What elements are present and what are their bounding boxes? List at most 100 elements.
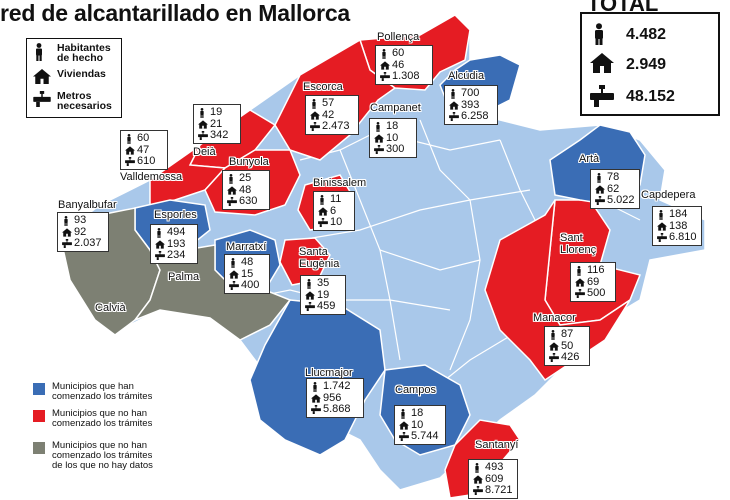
stat-metros: 234 <box>155 249 193 262</box>
house-icon <box>311 393 321 403</box>
stat-metros-value: 8.721 <box>485 484 513 496</box>
stat-card-binissalem: 11 6 10 <box>313 191 355 231</box>
stat-habitantes-value: 19 <box>210 106 223 118</box>
stat-habitantes: 700 <box>449 87 493 100</box>
house-icon <box>62 227 72 237</box>
place-arta: Artà <box>579 153 600 165</box>
total-metros-value: 48.152 <box>626 88 675 105</box>
stat-card-marratxi: 48 15 400 <box>224 254 270 294</box>
stat-habitantes: 11 <box>318 193 350 206</box>
pipe-icon <box>305 302 315 311</box>
stat-viviendas-value: 62 <box>607 182 620 195</box>
stat-metros-value: 234 <box>167 249 186 261</box>
legend-gray-line1: Municipios que no han <box>52 440 148 451</box>
house-icon <box>33 69 51 84</box>
total-box: 4.482 2.949 48.152 <box>580 12 720 116</box>
stat-viviendas-value: 10 <box>386 131 399 144</box>
stat-habitantes: 493 <box>473 461 513 474</box>
stat-habitantes: 60 <box>380 47 428 60</box>
person-icon <box>451 89 455 99</box>
stat-habitantes: 184 <box>657 208 697 221</box>
stat-viviendas-value: 47 <box>137 143 150 156</box>
stat-metros-value: 426 <box>561 351 580 363</box>
region-manacor <box>484 199 631 382</box>
place-alcudia: Alcúdia <box>448 70 485 82</box>
stat-metros-value: 459 <box>317 300 336 312</box>
stat-habitantes-value: 494 <box>167 226 186 238</box>
stat-viviendas-value: 46 <box>392 58 405 71</box>
stat-metros-value: 400 <box>241 279 260 291</box>
person-icon <box>229 174 233 184</box>
place-santa-eugenia: Santa Eugènia <box>299 246 339 270</box>
person-icon <box>382 49 386 59</box>
stat-habitantes: 60 <box>125 132 163 145</box>
stat-habitantes: 19 <box>198 106 236 119</box>
stat-viviendas-value: 6 <box>330 204 337 217</box>
stat-habitantes-value: 493 <box>485 461 504 473</box>
stat-metros: 459 <box>305 300 341 313</box>
stat-viviendas: 46 <box>380 58 428 72</box>
house-icon <box>125 145 135 155</box>
stat-card-alcudia: 700 393 6.258 <box>444 85 498 125</box>
stat-habitantes-value: 184 <box>669 208 688 220</box>
house-icon <box>380 60 390 70</box>
pipe-icon <box>198 131 208 140</box>
person-icon <box>401 409 405 419</box>
stat-card-escorca: 57 42 2.473 <box>305 95 359 135</box>
legend-gray-swatch <box>33 442 45 454</box>
place-santa-eugenia-line2: Eugènia <box>299 258 340 270</box>
stat-viviendas-value: 48 <box>239 183 252 196</box>
legend-red-line2: comenzado los trámites <box>52 418 153 429</box>
stat-viviendas-value: 50 <box>561 339 574 352</box>
stat-viviendas-value: 21 <box>210 117 223 130</box>
legend-gray-text: Municipios que no han comenzado los trám… <box>52 441 153 471</box>
stat-habitantes: 35 <box>305 277 341 290</box>
pipe-icon <box>310 122 320 131</box>
house-icon <box>399 420 409 430</box>
pipe-icon <box>575 289 585 298</box>
place-escorca: Escorca <box>303 81 343 93</box>
person-icon <box>200 108 204 118</box>
pipe-icon <box>311 405 321 414</box>
stat-viviendas-value: 69 <box>587 275 600 288</box>
house-icon <box>449 100 459 110</box>
pipe-icon <box>449 112 459 121</box>
pipe-icon <box>590 85 614 107</box>
pipe-icon <box>374 145 384 154</box>
stat-habitantes: 18 <box>374 120 412 133</box>
stat-metros: 500 <box>575 287 611 300</box>
legend-red-text: Municipios que no han comenzado los trám… <box>52 409 152 429</box>
pipe-icon <box>549 353 559 362</box>
total-viviendas-value: 2.949 <box>626 56 667 73</box>
stat-card-esporles: 494 193 234 <box>150 224 198 264</box>
region-palma <box>132 244 292 341</box>
stat-habitantes-value: 18 <box>411 407 424 419</box>
stat-viviendas-value: 193 <box>167 237 186 250</box>
legend-blue-swatch <box>33 383 45 395</box>
house-icon <box>305 290 315 300</box>
stat-metros-value: 500 <box>587 287 606 299</box>
stat-metros: 2.473 <box>310 120 354 133</box>
house-icon <box>575 277 585 287</box>
stat-metros: 610 <box>125 155 163 168</box>
place-llucmajor: Llucmajor <box>305 367 353 379</box>
stat-viviendas-value: 15 <box>241 267 254 280</box>
pipe-icon <box>227 197 237 206</box>
stat-metros: 10 <box>318 216 350 229</box>
stat-viviendas: 47 <box>125 143 163 157</box>
stat-card-sant-llorenc: 116 69 500 <box>570 262 616 302</box>
stat-card-campos: 18 10 5.744 <box>394 405 446 445</box>
stat-habitantes-value: 48 <box>241 256 254 268</box>
stat-habitantes-value: 93 <box>74 214 87 226</box>
stat-viviendas: 10 <box>374 131 412 145</box>
person-icon <box>307 279 311 289</box>
house-icon <box>657 221 667 231</box>
stat-card-manacor: 87 50 426 <box>544 326 590 366</box>
icon-legend: Habitantes de hecho Viviendas Metros neces… <box>26 38 122 118</box>
total-habitantes-value: 4.482 <box>626 26 667 43</box>
stat-metros-value: 10 <box>330 216 343 228</box>
house-icon <box>549 341 559 351</box>
place-capdepera: Capdepera <box>641 189 696 201</box>
stat-metros: 1.308 <box>380 70 428 83</box>
legend-metros-line1: Metros <box>57 90 92 102</box>
